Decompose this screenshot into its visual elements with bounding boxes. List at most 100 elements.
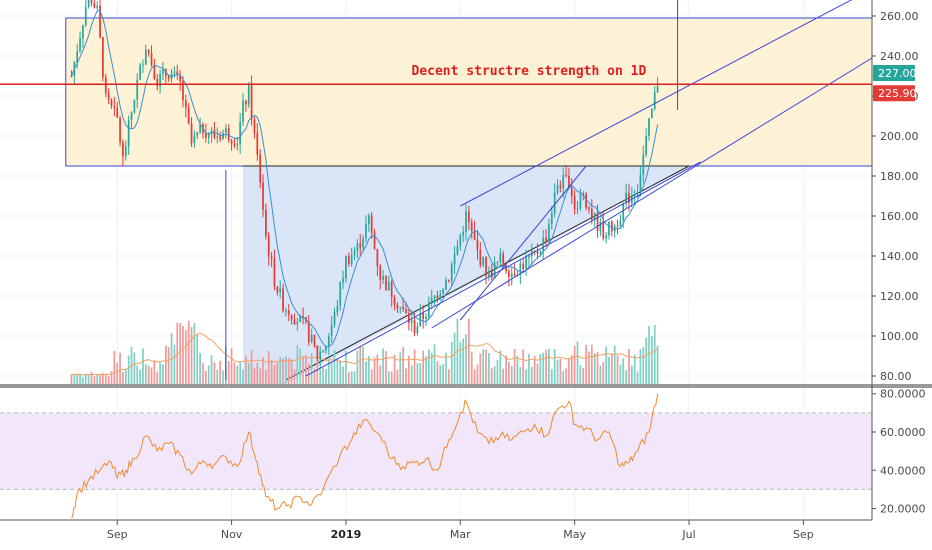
candle-body <box>445 280 447 290</box>
rsi-axis[interactable]: 80.0000 60.0000 40.0000 20.0000 <box>872 388 926 516</box>
candle-body <box>439 293 442 299</box>
volume-bar <box>533 355 536 384</box>
y-tick-label: 240.00 <box>880 50 919 63</box>
volume-bar <box>413 349 416 384</box>
volume-bar <box>285 356 287 384</box>
volume-bar <box>376 354 379 384</box>
candle-body <box>425 316 427 319</box>
volume-bar <box>633 354 636 384</box>
candle-body <box>136 79 139 100</box>
candle-body <box>519 263 522 275</box>
candle-body <box>113 106 116 108</box>
volume-bar <box>596 351 599 384</box>
candle-body <box>559 185 562 189</box>
candle-body <box>339 282 342 306</box>
candle-body <box>276 286 279 293</box>
volume-bar <box>199 353 201 384</box>
candle-body <box>510 273 513 277</box>
volume-bar <box>450 341 453 384</box>
candle-body <box>608 221 610 236</box>
volume-bar <box>339 360 342 384</box>
candle-body <box>270 256 273 259</box>
candle-body <box>442 289 445 294</box>
volume-bar <box>196 334 199 384</box>
candle-body <box>422 313 424 319</box>
candle-body <box>476 239 479 250</box>
volume-bar <box>87 374 90 384</box>
candle-body <box>287 310 290 315</box>
candle-body <box>582 193 585 195</box>
volume-bar <box>425 356 427 384</box>
volume-bar <box>164 345 167 384</box>
candle-body <box>82 25 84 39</box>
time-axis[interactable]: Sep Nov 2019 Mar May Jul Sep <box>107 520 814 541</box>
volume-bar <box>147 365 150 384</box>
candle-body <box>376 248 379 267</box>
rsi-tick-label: 20.0000 <box>880 503 926 516</box>
volume-bar <box>187 320 190 384</box>
volume-bar <box>453 332 456 384</box>
volume-bar <box>276 362 279 384</box>
volume-bar <box>510 365 513 384</box>
volume-bar <box>353 371 356 384</box>
candle-body <box>367 215 370 224</box>
candle-body <box>588 207 590 209</box>
candle-body <box>539 251 542 254</box>
volume-bar <box>399 352 402 384</box>
volume-bar <box>390 371 393 384</box>
candle-body <box>310 334 313 342</box>
volume-bar <box>124 369 127 384</box>
candle-body <box>79 38 81 52</box>
candle-body <box>542 237 545 252</box>
volume-bar <box>433 344 436 384</box>
volume-bar <box>568 358 570 384</box>
price-badge-label: 227.00 <box>878 67 917 80</box>
volume-bar <box>619 364 622 384</box>
volume-bar <box>473 369 476 384</box>
candle-body <box>585 194 587 208</box>
candle-body <box>479 249 482 266</box>
volume-bar <box>136 365 139 384</box>
volume-bar <box>436 361 439 384</box>
volume-moving-average <box>71 332 658 376</box>
candle-body <box>485 257 487 276</box>
candle-body <box>473 230 476 240</box>
volume-bar <box>385 351 387 384</box>
candle-body <box>150 53 153 66</box>
volume-bar <box>362 346 364 384</box>
candle-body <box>462 232 465 236</box>
volume-bar <box>299 348 302 384</box>
candle-body <box>382 276 384 281</box>
volume-bar <box>293 369 296 384</box>
moving-average-line <box>71 10 659 348</box>
candle-body <box>653 92 656 109</box>
candle-body <box>496 262 499 264</box>
volume-bar <box>265 369 267 384</box>
candle-body <box>307 321 310 342</box>
candle-body <box>379 266 382 281</box>
candle-body <box>599 221 602 232</box>
candle-body <box>127 120 130 147</box>
volume-bar <box>482 349 485 384</box>
channel-lower-line <box>431 57 873 329</box>
candle-body <box>553 192 556 214</box>
volume-bar <box>319 369 322 384</box>
candle-body <box>465 211 467 233</box>
candle-body <box>147 49 150 54</box>
volume-bar <box>262 357 264 384</box>
candle-body <box>513 273 516 276</box>
candle-body <box>247 84 250 105</box>
volume-bar <box>327 359 330 384</box>
candle-body <box>222 132 224 140</box>
volume-bar <box>230 348 233 384</box>
candle-body <box>636 191 639 194</box>
volume-bar <box>485 349 487 384</box>
candle-body <box>144 49 147 65</box>
candle-body <box>430 297 433 302</box>
candle-body <box>225 128 227 133</box>
candle-body <box>282 288 284 312</box>
volume-bar <box>184 330 187 384</box>
volume-bar <box>405 368 407 384</box>
volume-bar <box>104 374 107 384</box>
